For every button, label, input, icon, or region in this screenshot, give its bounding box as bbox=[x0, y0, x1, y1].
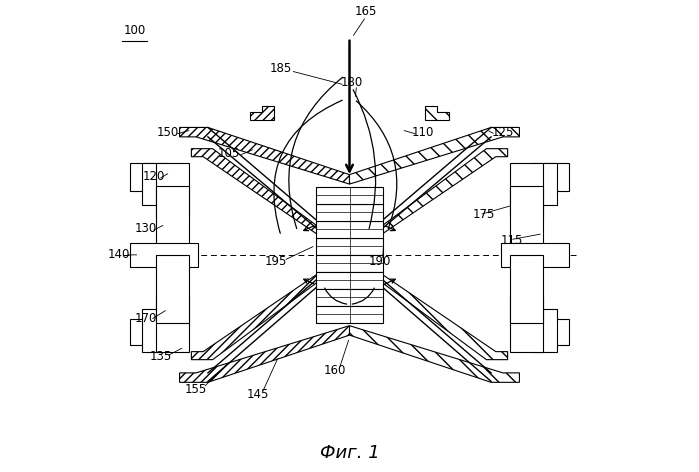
Bar bbox=[510, 297, 543, 352]
Bar bbox=[156, 163, 189, 217]
Bar bbox=[156, 186, 189, 255]
Bar bbox=[510, 255, 543, 323]
Bar bbox=[130, 163, 156, 191]
Text: 185: 185 bbox=[270, 62, 292, 75]
Text: 110: 110 bbox=[412, 126, 434, 139]
Bar bbox=[543, 319, 569, 345]
Text: 155: 155 bbox=[185, 383, 207, 396]
Polygon shape bbox=[425, 106, 449, 120]
Text: 100: 100 bbox=[124, 24, 146, 37]
Bar bbox=[156, 297, 189, 352]
Text: 170: 170 bbox=[134, 312, 157, 325]
Polygon shape bbox=[350, 326, 519, 382]
Bar bbox=[142, 163, 168, 205]
Bar bbox=[315, 272, 384, 289]
Polygon shape bbox=[192, 149, 321, 237]
Bar bbox=[510, 163, 543, 217]
Bar bbox=[531, 163, 557, 205]
Text: 135: 135 bbox=[150, 350, 172, 363]
Bar bbox=[315, 204, 384, 221]
Bar bbox=[315, 306, 384, 323]
Text: 125: 125 bbox=[491, 126, 514, 139]
Bar bbox=[130, 243, 199, 267]
Text: 130: 130 bbox=[134, 222, 157, 236]
Text: 165: 165 bbox=[355, 5, 377, 18]
Text: Фиг. 1: Фиг. 1 bbox=[319, 444, 380, 462]
Bar bbox=[510, 186, 543, 255]
Text: 120: 120 bbox=[143, 170, 165, 184]
Text: 160: 160 bbox=[324, 364, 347, 377]
Bar bbox=[156, 255, 189, 323]
Bar bbox=[315, 255, 384, 272]
Bar bbox=[543, 163, 569, 191]
Polygon shape bbox=[192, 271, 321, 360]
Text: 105: 105 bbox=[218, 147, 240, 160]
Text: 195: 195 bbox=[265, 255, 287, 269]
Bar bbox=[130, 319, 156, 345]
Text: 175: 175 bbox=[473, 208, 495, 221]
Polygon shape bbox=[250, 106, 274, 120]
Polygon shape bbox=[350, 127, 519, 184]
Bar bbox=[500, 243, 569, 267]
Bar bbox=[315, 221, 384, 238]
Text: 190: 190 bbox=[369, 255, 391, 269]
Bar bbox=[315, 187, 384, 204]
Polygon shape bbox=[180, 127, 350, 184]
Text: 180: 180 bbox=[340, 76, 363, 89]
Polygon shape bbox=[378, 271, 507, 360]
Polygon shape bbox=[180, 326, 350, 382]
Bar bbox=[315, 238, 384, 255]
Text: 115: 115 bbox=[501, 234, 524, 247]
Bar bbox=[531, 309, 557, 352]
Text: 145: 145 bbox=[246, 388, 268, 401]
Bar bbox=[142, 309, 168, 352]
Bar bbox=[315, 289, 384, 306]
Text: 150: 150 bbox=[157, 126, 179, 139]
Text: 140: 140 bbox=[108, 248, 130, 261]
Polygon shape bbox=[378, 149, 507, 237]
